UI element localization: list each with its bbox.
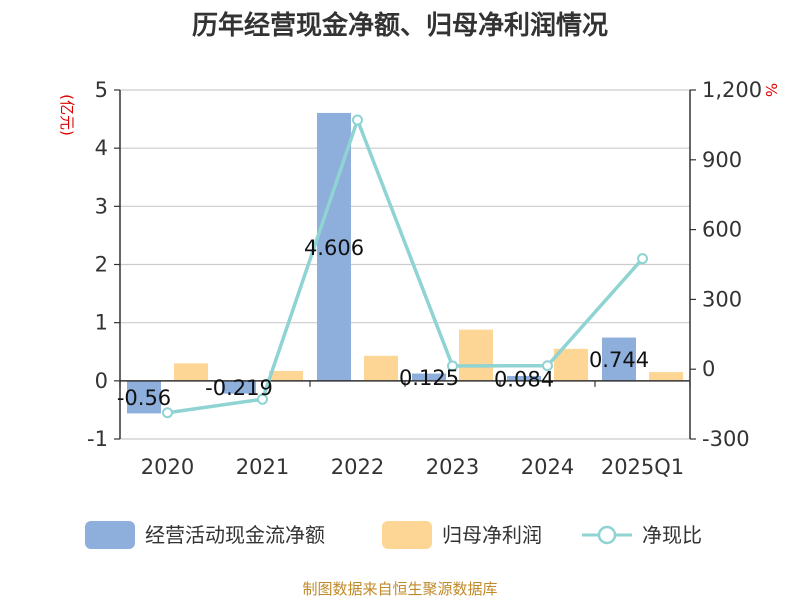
- line-series: [162, 114, 648, 419]
- left-tick-label: 5: [95, 78, 108, 102]
- x-tick-label: 2021: [236, 455, 289, 479]
- legend-label-cash-ratio: 净现比: [642, 523, 702, 547]
- right-tick-label: 900: [702, 148, 742, 172]
- bar-cashflow: [507, 375, 541, 381]
- legend-item-cash-ratio[interactable]: 净现比: [582, 523, 702, 547]
- bar-data-label: 0.744: [589, 348, 649, 372]
- bar-netprofit: [174, 363, 208, 381]
- cash-ratio-point: [257, 393, 268, 405]
- bar-data-label: -0.219: [205, 376, 273, 400]
- bar-cashflow: [412, 373, 446, 381]
- x-tick-label: 2025Q1: [601, 455, 684, 479]
- right-tick-label: 0: [702, 357, 715, 381]
- left-axis: -1 0 1 2 3 4 5: [87, 78, 121, 451]
- legend-swatch-netprofit: [382, 521, 432, 549]
- x-tick-label: 2022: [331, 455, 384, 479]
- cash-ratio-line: [167, 118, 644, 415]
- chart-title: 历年经营现金净额、归母净利润情况: [192, 10, 608, 41]
- bar-netprofit: [269, 370, 303, 381]
- right-tick-label: 1,200: [702, 78, 762, 102]
- data-source: 制图数据来自恒生聚源数据库: [302, 580, 497, 598]
- right-tick-label: 600: [702, 218, 742, 242]
- bar-data-label: 0.125: [399, 366, 459, 390]
- cash-ratio-point: [542, 360, 553, 372]
- x-tick-label: 2023: [426, 455, 479, 479]
- bar-data-label: 4.606: [304, 236, 364, 260]
- bar-data-label: -0.56: [117, 386, 171, 410]
- legend-label-netprofit: 归母净利润: [442, 523, 542, 547]
- left-tick-label: 3: [95, 194, 108, 218]
- left-axis-unit: (亿元): [58, 94, 76, 136]
- bar-data-label: 0.084: [494, 367, 554, 391]
- legend-item-cashflow[interactable]: 经营活动现金流净额: [85, 521, 325, 549]
- x-tick-label: 2024: [521, 455, 574, 479]
- legend-label-cashflow: 经营活动现金流净额: [145, 523, 325, 547]
- bar-netprofit: [459, 329, 493, 381]
- x-tick-label: 2020: [141, 455, 194, 479]
- cash-ratio-point: [352, 114, 363, 126]
- right-axis: -300 0 300 600 900 1,200: [689, 78, 762, 451]
- left-tick-label: 4: [95, 136, 108, 160]
- left-tick-label: -1: [87, 427, 108, 451]
- x-axis: 2020 2021 2022 2023 2024 2025Q1: [119, 380, 691, 479]
- legend-marker-cash-ratio: [597, 525, 617, 545]
- bar-netprofit: [649, 372, 683, 381]
- bar-netprofit: [364, 355, 398, 381]
- cash-ratio-point: [637, 253, 648, 265]
- legend-item-netprofit[interactable]: 归母净利润: [382, 521, 542, 549]
- legend-swatch-cashflow: [85, 521, 135, 549]
- legend: 经营活动现金流净额 归母净利润 净现比: [85, 521, 702, 549]
- bar-cashflow: [127, 380, 161, 414]
- cash-ratio-point: [447, 360, 458, 372]
- right-axis-unit: %: [762, 83, 780, 97]
- cash-ratio-point: [162, 407, 173, 419]
- left-tick-label: 2: [95, 253, 108, 277]
- left-tick-label: 1: [95, 311, 108, 335]
- left-tick-label: 0: [95, 369, 108, 393]
- bar-cashflow: [602, 337, 636, 381]
- right-tick-label: -300: [702, 427, 750, 451]
- bar-cashflow: [222, 380, 256, 394]
- right-tick-label: 300: [702, 287, 742, 311]
- bar-data-labels: -0.56 -0.219 4.606 0.125 0.084 0.744: [117, 236, 649, 410]
